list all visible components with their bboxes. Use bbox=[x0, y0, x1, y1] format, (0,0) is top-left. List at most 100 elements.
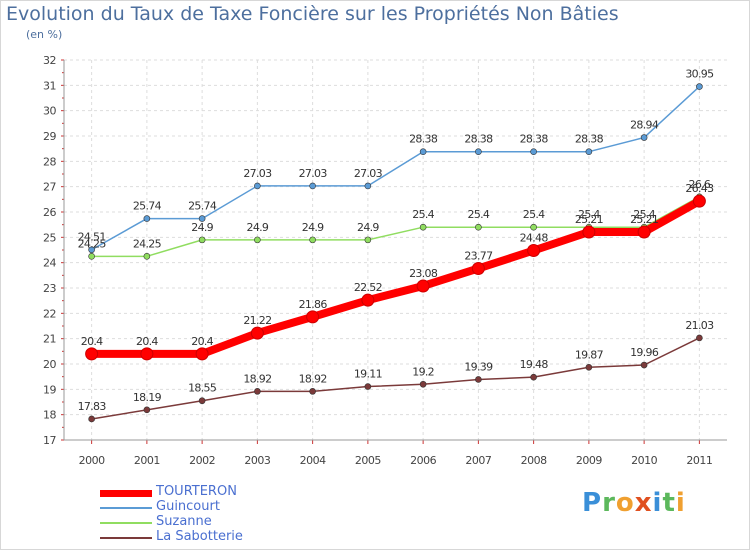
data-point bbox=[198, 397, 206, 405]
x-tick-label: 2006 bbox=[410, 454, 436, 467]
data-label: 18.92 bbox=[299, 372, 327, 385]
brand-letter: i bbox=[652, 488, 663, 518]
data-label: 17.83 bbox=[78, 400, 107, 413]
data-label: 28.38 bbox=[575, 133, 604, 146]
data-label: 21.22 bbox=[243, 314, 271, 327]
data-label: 19.96 bbox=[630, 346, 659, 359]
data-label: 20.4 bbox=[191, 335, 213, 348]
y-tick-label: 32 bbox=[43, 54, 56, 67]
legend-swatch bbox=[100, 522, 152, 524]
brand-letter: o bbox=[615, 488, 635, 518]
data-point bbox=[696, 334, 703, 342]
data-point bbox=[527, 244, 541, 258]
y-tick-label: 17 bbox=[43, 434, 56, 447]
data-point bbox=[140, 347, 154, 361]
data-label: 20.4 bbox=[136, 335, 158, 348]
data-label: 18.19 bbox=[133, 391, 162, 404]
data-label: 25.4 bbox=[523, 208, 545, 221]
data-point bbox=[85, 347, 99, 361]
data-point bbox=[640, 134, 648, 141]
data-label: 25.21 bbox=[575, 213, 603, 226]
data-point bbox=[254, 182, 261, 190]
data-point bbox=[530, 148, 537, 156]
data-point bbox=[250, 326, 264, 340]
data-point bbox=[309, 236, 316, 244]
data-label: 28.94 bbox=[630, 119, 659, 132]
data-point bbox=[582, 225, 596, 239]
y-tick-label: 22 bbox=[43, 307, 56, 320]
data-label: 25.21 bbox=[630, 213, 658, 226]
data-point bbox=[419, 380, 427, 388]
data-point bbox=[696, 83, 703, 90]
data-label: 20.4 bbox=[81, 335, 103, 348]
data-point bbox=[692, 194, 706, 208]
data-label: 18.55 bbox=[188, 382, 217, 395]
data-point bbox=[364, 383, 372, 390]
y-tick-label: 27 bbox=[43, 181, 56, 194]
data-label: 23.77 bbox=[464, 249, 493, 262]
x-tick-label: 2010 bbox=[631, 454, 657, 467]
data-point bbox=[198, 215, 206, 222]
data-label: 23.08 bbox=[409, 267, 438, 280]
x-tick-label: 2011 bbox=[686, 454, 712, 467]
data-label: 25.74 bbox=[133, 200, 162, 213]
series-line-la-sabotterie bbox=[91, 337, 700, 420]
x-tick-label: 2002 bbox=[189, 454, 215, 467]
y-tick-label: 23 bbox=[43, 282, 56, 295]
data-label: 24.9 bbox=[247, 221, 269, 234]
y-tick-label: 20 bbox=[43, 358, 56, 371]
data-point bbox=[88, 253, 95, 260]
brand-logo: Proxiti bbox=[582, 488, 686, 518]
x-tick-label: 2008 bbox=[521, 454, 547, 467]
data-label: 19.2 bbox=[412, 365, 434, 378]
series-line-tourteron bbox=[91, 197, 702, 358]
legend-label: La Sabotterie bbox=[156, 529, 243, 544]
data-label: 22.52 bbox=[354, 281, 382, 294]
brand-letter: r bbox=[602, 488, 616, 518]
data-label: 24.9 bbox=[191, 221, 213, 234]
data-point bbox=[254, 236, 261, 244]
data-label: 27.03 bbox=[299, 167, 328, 180]
legend-label: Suzanne bbox=[156, 514, 212, 529]
legend-swatch bbox=[100, 507, 152, 509]
x-tick-label: 2003 bbox=[244, 454, 270, 467]
y-tick-label: 18 bbox=[43, 409, 56, 422]
data-point bbox=[475, 148, 482, 156]
y-tick-label: 31 bbox=[43, 79, 56, 92]
x-tick-label: 2000 bbox=[79, 454, 105, 467]
series-line-guincourt bbox=[91, 86, 700, 251]
unit-label: (en %) bbox=[26, 28, 63, 41]
data-label: 21.86 bbox=[299, 298, 328, 311]
data-label: 24.9 bbox=[302, 221, 324, 234]
data-label: 27.03 bbox=[243, 167, 272, 180]
x-tick-label: 2001 bbox=[134, 454, 160, 467]
y-tick-label: 19 bbox=[43, 383, 56, 396]
data-point bbox=[475, 376, 482, 383]
data-label: 25.74 bbox=[188, 200, 217, 213]
data-point bbox=[143, 253, 151, 260]
data-point bbox=[195, 347, 209, 361]
data-label: 19.87 bbox=[575, 348, 604, 361]
data-label: 25.4 bbox=[468, 208, 490, 221]
data-point bbox=[361, 293, 375, 307]
data-point bbox=[637, 225, 651, 239]
data-label: 24.51 bbox=[78, 231, 106, 244]
data-label: 26.43 bbox=[685, 182, 714, 195]
y-tick-label: 21 bbox=[43, 333, 56, 346]
legend-swatch bbox=[100, 489, 152, 497]
data-point bbox=[640, 361, 648, 369]
y-tick-label: 28 bbox=[43, 155, 56, 168]
x-tick-label: 2007 bbox=[465, 454, 491, 467]
data-label: 25.4 bbox=[633, 208, 655, 221]
data-point bbox=[475, 223, 482, 231]
data-point bbox=[416, 279, 430, 293]
data-label: 28.38 bbox=[409, 133, 438, 146]
data-point bbox=[471, 261, 485, 275]
data-label: 24.25 bbox=[78, 237, 107, 250]
data-label: 25.4 bbox=[412, 208, 434, 221]
data-label: 26.6 bbox=[689, 178, 711, 191]
legend-label: TOURTERON bbox=[156, 484, 237, 499]
data-label: 30.95 bbox=[685, 68, 714, 81]
y-tick-label: 26 bbox=[43, 206, 56, 219]
data-point bbox=[88, 415, 95, 423]
